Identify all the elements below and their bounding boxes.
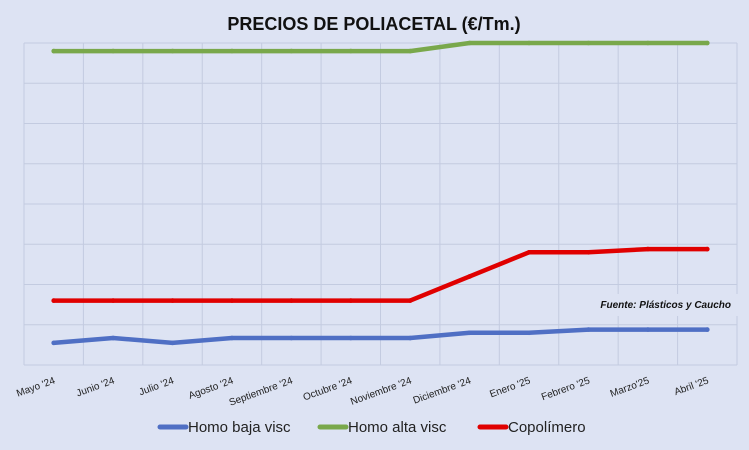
data-point xyxy=(407,298,413,303)
data-point xyxy=(51,48,57,54)
data-point xyxy=(170,48,175,54)
data-point xyxy=(586,327,591,332)
x-tick-label: Marzo'25 xyxy=(609,375,652,399)
chart-legend: Homo baja visc Homo alta visc Copolímero xyxy=(157,419,586,436)
chart-title: PRECIOS DE POLIACETAL (€/Tm.) xyxy=(227,14,520,34)
data-point xyxy=(348,298,354,303)
data-point xyxy=(289,335,294,341)
data-point xyxy=(704,246,710,252)
data-point xyxy=(704,40,710,46)
x-tick-label: Octubre '24 xyxy=(302,375,354,403)
data-point xyxy=(467,330,472,336)
data-point xyxy=(229,335,235,341)
data-point xyxy=(526,250,532,255)
x-tick-label: Mayo '24 xyxy=(15,375,57,399)
data-point xyxy=(586,40,591,46)
legend-label: Homo baja visc xyxy=(188,419,291,436)
data-point xyxy=(110,48,116,54)
series-line-1 xyxy=(51,40,710,54)
data-point xyxy=(51,298,57,303)
data-point xyxy=(289,48,294,54)
data-point xyxy=(170,340,175,346)
data-point xyxy=(110,335,116,341)
data-point xyxy=(407,335,413,341)
data-point xyxy=(645,246,651,252)
legend-label: Homo alta visc xyxy=(348,419,447,436)
x-tick-label: Septiembre '24 xyxy=(228,375,295,408)
x-tick-label: Enero '25 xyxy=(488,375,532,400)
data-point xyxy=(229,298,235,303)
data-point xyxy=(526,330,532,336)
data-point xyxy=(289,298,294,303)
data-point xyxy=(110,298,116,303)
data-point xyxy=(170,298,175,303)
legend-label: Copolímero xyxy=(508,419,586,436)
data-point xyxy=(704,327,710,332)
series-line-0 xyxy=(51,327,710,346)
data-point xyxy=(645,327,651,332)
x-tick-label: Noviembre '24 xyxy=(349,375,413,407)
data-point xyxy=(467,274,472,279)
x-tick-label: Febrero '25 xyxy=(540,375,592,403)
data-point xyxy=(229,48,235,54)
data-point xyxy=(348,48,354,54)
x-tick-label: Julio '24 xyxy=(138,375,176,398)
data-point xyxy=(348,335,354,341)
x-tick-label: Junio '24 xyxy=(75,375,116,399)
series-line-2 xyxy=(51,246,710,303)
x-tick-label: Abril '25 xyxy=(673,375,711,398)
data-point xyxy=(586,250,591,255)
source-annotation: Fuente: Plásticos y Caucho xyxy=(586,294,749,316)
x-axis-ticks: Mayo '24 Junio '24 Julio '24 Agosto '24Sept… xyxy=(15,375,711,408)
data-point xyxy=(51,340,57,346)
x-tick-label: Diciembre '24 xyxy=(412,375,473,406)
data-point xyxy=(526,40,532,46)
data-point xyxy=(467,40,472,46)
chart-series xyxy=(51,40,710,346)
source-label: Fuente: Plásticos y Caucho xyxy=(600,300,731,311)
data-point xyxy=(645,40,651,46)
source-background xyxy=(586,294,749,316)
chart-grid xyxy=(23,42,738,366)
data-point xyxy=(407,48,413,54)
